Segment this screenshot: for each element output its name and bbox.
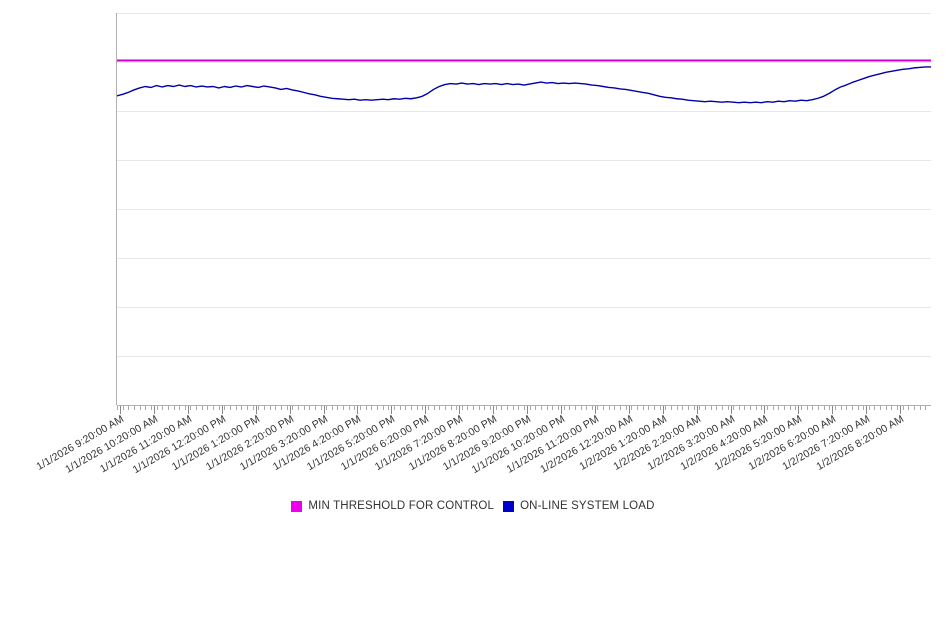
legend-item[interactable]: ON-LINE SYSTEM LOAD: [503, 500, 655, 512]
y-axis-line: [116, 13, 117, 405]
legend-item[interactable]: MIN THRESHOLD FOR CONTROL: [291, 500, 494, 512]
series-line-2: [117, 66, 931, 104]
x-axis-major-ticks: [120, 406, 901, 414]
legend-swatch-icon: [503, 500, 515, 512]
legend-label: MIN THRESHOLD FOR CONTROL: [308, 500, 495, 512]
gridlines: [117, 13, 931, 357]
plot-svg: [117, 13, 931, 357]
series-layer: [117, 59, 931, 104]
x-axis-tick-labels: 1/1/2026 9:20:00 AM 1/1/2026 10:20:00 AM 1…: [0, 405, 946, 495]
legend-swatch-icon: [291, 500, 303, 512]
chart-legend: MIN THRESHOLD FOR CONTROL ON-LINE SYSTEM …: [0, 496, 946, 516]
x-axis-minor-ticks: [117, 406, 926, 410]
x-axis-line: [117, 405, 931, 406]
plot-area: [117, 13, 931, 405]
line-chart: 1/1/2026 9:20:00 AM 1/1/2026 10:20:00 AM 1…: [0, 13, 946, 516]
legend-label: ON-LINE SYSTEM LOAD: [520, 500, 655, 512]
